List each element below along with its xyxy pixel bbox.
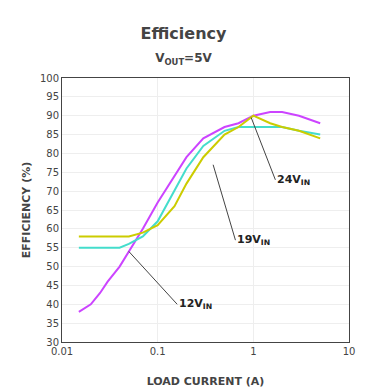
svg-text:24V​IN​: 24V​IN​ [277, 173, 310, 187]
svg-text:40: 40 [46, 299, 59, 310]
svg-text:0.1: 0.1 [150, 346, 166, 357]
svg-text:35: 35 [46, 318, 59, 329]
svg-text:50: 50 [46, 261, 59, 272]
svg-text:85: 85 [46, 129, 59, 140]
svg-text:30: 30 [46, 337, 59, 348]
svg-text:65: 65 [46, 205, 59, 216]
svg-text:EFFICIENCY (%): EFFICIENCY (%) [20, 162, 33, 258]
svg-text:LOAD CURRENT (A): LOAD CURRENT (A) [147, 375, 265, 388]
svg-text:V​OUT​=5V: V​OUT​=5V [155, 51, 212, 67]
svg-text:70: 70 [46, 186, 59, 197]
svg-text:Efficiency: Efficiency [141, 24, 227, 43]
svg-text:55: 55 [46, 242, 59, 253]
svg-text:90: 90 [46, 110, 59, 121]
svg-text:19V​IN​: 19V​IN​ [237, 233, 270, 247]
svg-text:1: 1 [250, 346, 256, 357]
svg-text:75: 75 [46, 167, 59, 178]
svg-text:0.01: 0.01 [51, 346, 73, 357]
svg-text:12V​IN​: 12V​IN​ [179, 297, 212, 311]
svg-text:100: 100 [40, 73, 59, 84]
svg-text:60: 60 [46, 223, 59, 234]
svg-text:45: 45 [46, 280, 59, 291]
svg-text:10: 10 [343, 346, 356, 357]
svg-text:80: 80 [46, 148, 59, 159]
svg-text:95: 95 [46, 91, 59, 102]
